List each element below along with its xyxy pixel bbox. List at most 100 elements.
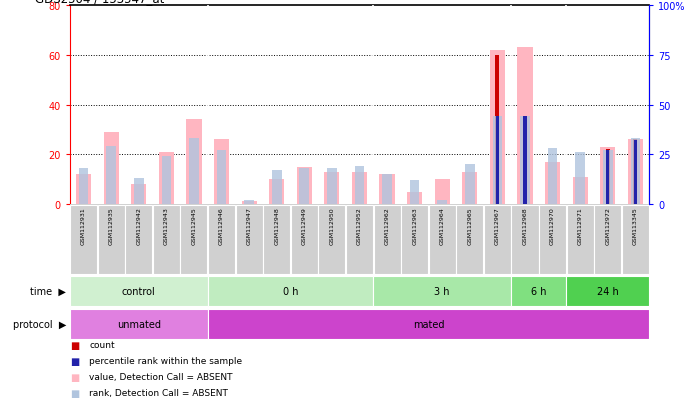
Text: GSM112965: GSM112965: [468, 206, 473, 244]
FancyBboxPatch shape: [512, 205, 539, 274]
Text: ■: ■: [70, 372, 79, 382]
Bar: [493, 117, 503, 204]
FancyBboxPatch shape: [236, 205, 262, 274]
FancyBboxPatch shape: [291, 205, 318, 274]
Text: GSM112949: GSM112949: [302, 206, 307, 244]
Text: ■: ■: [70, 388, 79, 398]
Text: GSM112947: GSM112947: [246, 206, 251, 244]
Bar: [566, 276, 649, 306]
Text: ■: ■: [70, 340, 79, 350]
Text: GSM112952: GSM112952: [357, 206, 362, 244]
Text: percentile rank within the sample: percentile rank within the sample: [89, 356, 242, 366]
Bar: [158, 152, 174, 204]
Bar: [438, 200, 447, 204]
Text: GSM112971: GSM112971: [578, 206, 583, 244]
Bar: [106, 147, 116, 204]
Text: GSM112946: GSM112946: [219, 206, 224, 244]
Bar: [465, 165, 475, 204]
Bar: [76, 175, 91, 204]
Bar: [410, 180, 419, 204]
Bar: [524, 117, 527, 204]
Bar: [490, 51, 505, 204]
Bar: [272, 171, 281, 204]
Text: GSM112950: GSM112950: [329, 206, 334, 244]
Text: 6 h: 6 h: [531, 286, 547, 296]
FancyBboxPatch shape: [484, 205, 511, 274]
Text: GSM112970: GSM112970: [550, 206, 555, 244]
Bar: [186, 120, 202, 204]
Text: GSM112948: GSM112948: [274, 206, 279, 244]
Bar: [633, 140, 637, 204]
Bar: [572, 177, 588, 204]
Bar: [299, 169, 309, 204]
Text: 24 h: 24 h: [597, 286, 618, 296]
FancyBboxPatch shape: [346, 205, 373, 274]
Text: GSM112972: GSM112972: [605, 206, 610, 244]
Bar: [545, 162, 560, 204]
Text: GSM112931: GSM112931: [81, 206, 86, 244]
Bar: [511, 276, 566, 306]
Bar: [216, 151, 226, 204]
Bar: [70, 309, 208, 339]
FancyBboxPatch shape: [70, 205, 97, 274]
FancyBboxPatch shape: [567, 205, 594, 274]
Text: control: control: [122, 286, 156, 296]
FancyBboxPatch shape: [401, 205, 428, 274]
Bar: [407, 192, 422, 204]
Text: unmated: unmated: [117, 319, 161, 329]
Bar: [575, 153, 585, 204]
Bar: [606, 151, 609, 204]
FancyBboxPatch shape: [263, 205, 290, 274]
Text: protocol  ▶: protocol ▶: [13, 319, 66, 329]
Bar: [131, 185, 147, 204]
Bar: [103, 133, 119, 204]
Bar: [628, 140, 643, 204]
Bar: [352, 172, 367, 204]
FancyBboxPatch shape: [429, 205, 456, 274]
Text: 3 h: 3 h: [434, 286, 450, 296]
Text: GSM112935: GSM112935: [109, 206, 114, 244]
Text: GSM112942: GSM112942: [136, 206, 141, 244]
FancyBboxPatch shape: [208, 205, 235, 274]
Bar: [600, 147, 616, 204]
Bar: [520, 117, 530, 204]
FancyBboxPatch shape: [318, 205, 346, 274]
FancyBboxPatch shape: [594, 205, 621, 274]
Bar: [70, 276, 208, 306]
Text: count: count: [89, 340, 115, 349]
FancyBboxPatch shape: [180, 205, 207, 274]
FancyBboxPatch shape: [622, 205, 649, 274]
Text: GSM112963: GSM112963: [412, 206, 417, 244]
Bar: [355, 167, 364, 204]
FancyBboxPatch shape: [373, 205, 401, 274]
Bar: [634, 141, 637, 204]
Text: GSM112967: GSM112967: [495, 206, 500, 244]
Bar: [383, 175, 392, 204]
Bar: [327, 169, 336, 204]
Bar: [214, 140, 229, 204]
Bar: [297, 167, 312, 204]
Bar: [242, 202, 257, 204]
FancyBboxPatch shape: [98, 205, 125, 274]
Text: GSM112964: GSM112964: [440, 206, 445, 244]
Bar: [208, 309, 649, 339]
Bar: [269, 180, 284, 204]
Text: ■: ■: [70, 356, 79, 366]
FancyBboxPatch shape: [456, 205, 483, 274]
Bar: [244, 200, 254, 204]
Text: GSM112962: GSM112962: [385, 206, 389, 244]
Text: rank, Detection Call = ABSENT: rank, Detection Call = ABSENT: [89, 388, 228, 397]
Bar: [435, 180, 450, 204]
Bar: [380, 175, 394, 204]
Bar: [496, 56, 500, 204]
FancyBboxPatch shape: [153, 205, 180, 274]
Text: GSM112945: GSM112945: [191, 206, 196, 244]
Bar: [79, 169, 89, 204]
Text: 0 h: 0 h: [283, 286, 298, 296]
Text: GSM112943: GSM112943: [164, 206, 169, 244]
Text: time  ▶: time ▶: [31, 286, 66, 296]
Bar: [325, 172, 339, 204]
Bar: [548, 149, 558, 204]
Text: value, Detection Call = ABSENT: value, Detection Call = ABSENT: [89, 373, 233, 381]
Bar: [134, 179, 144, 204]
